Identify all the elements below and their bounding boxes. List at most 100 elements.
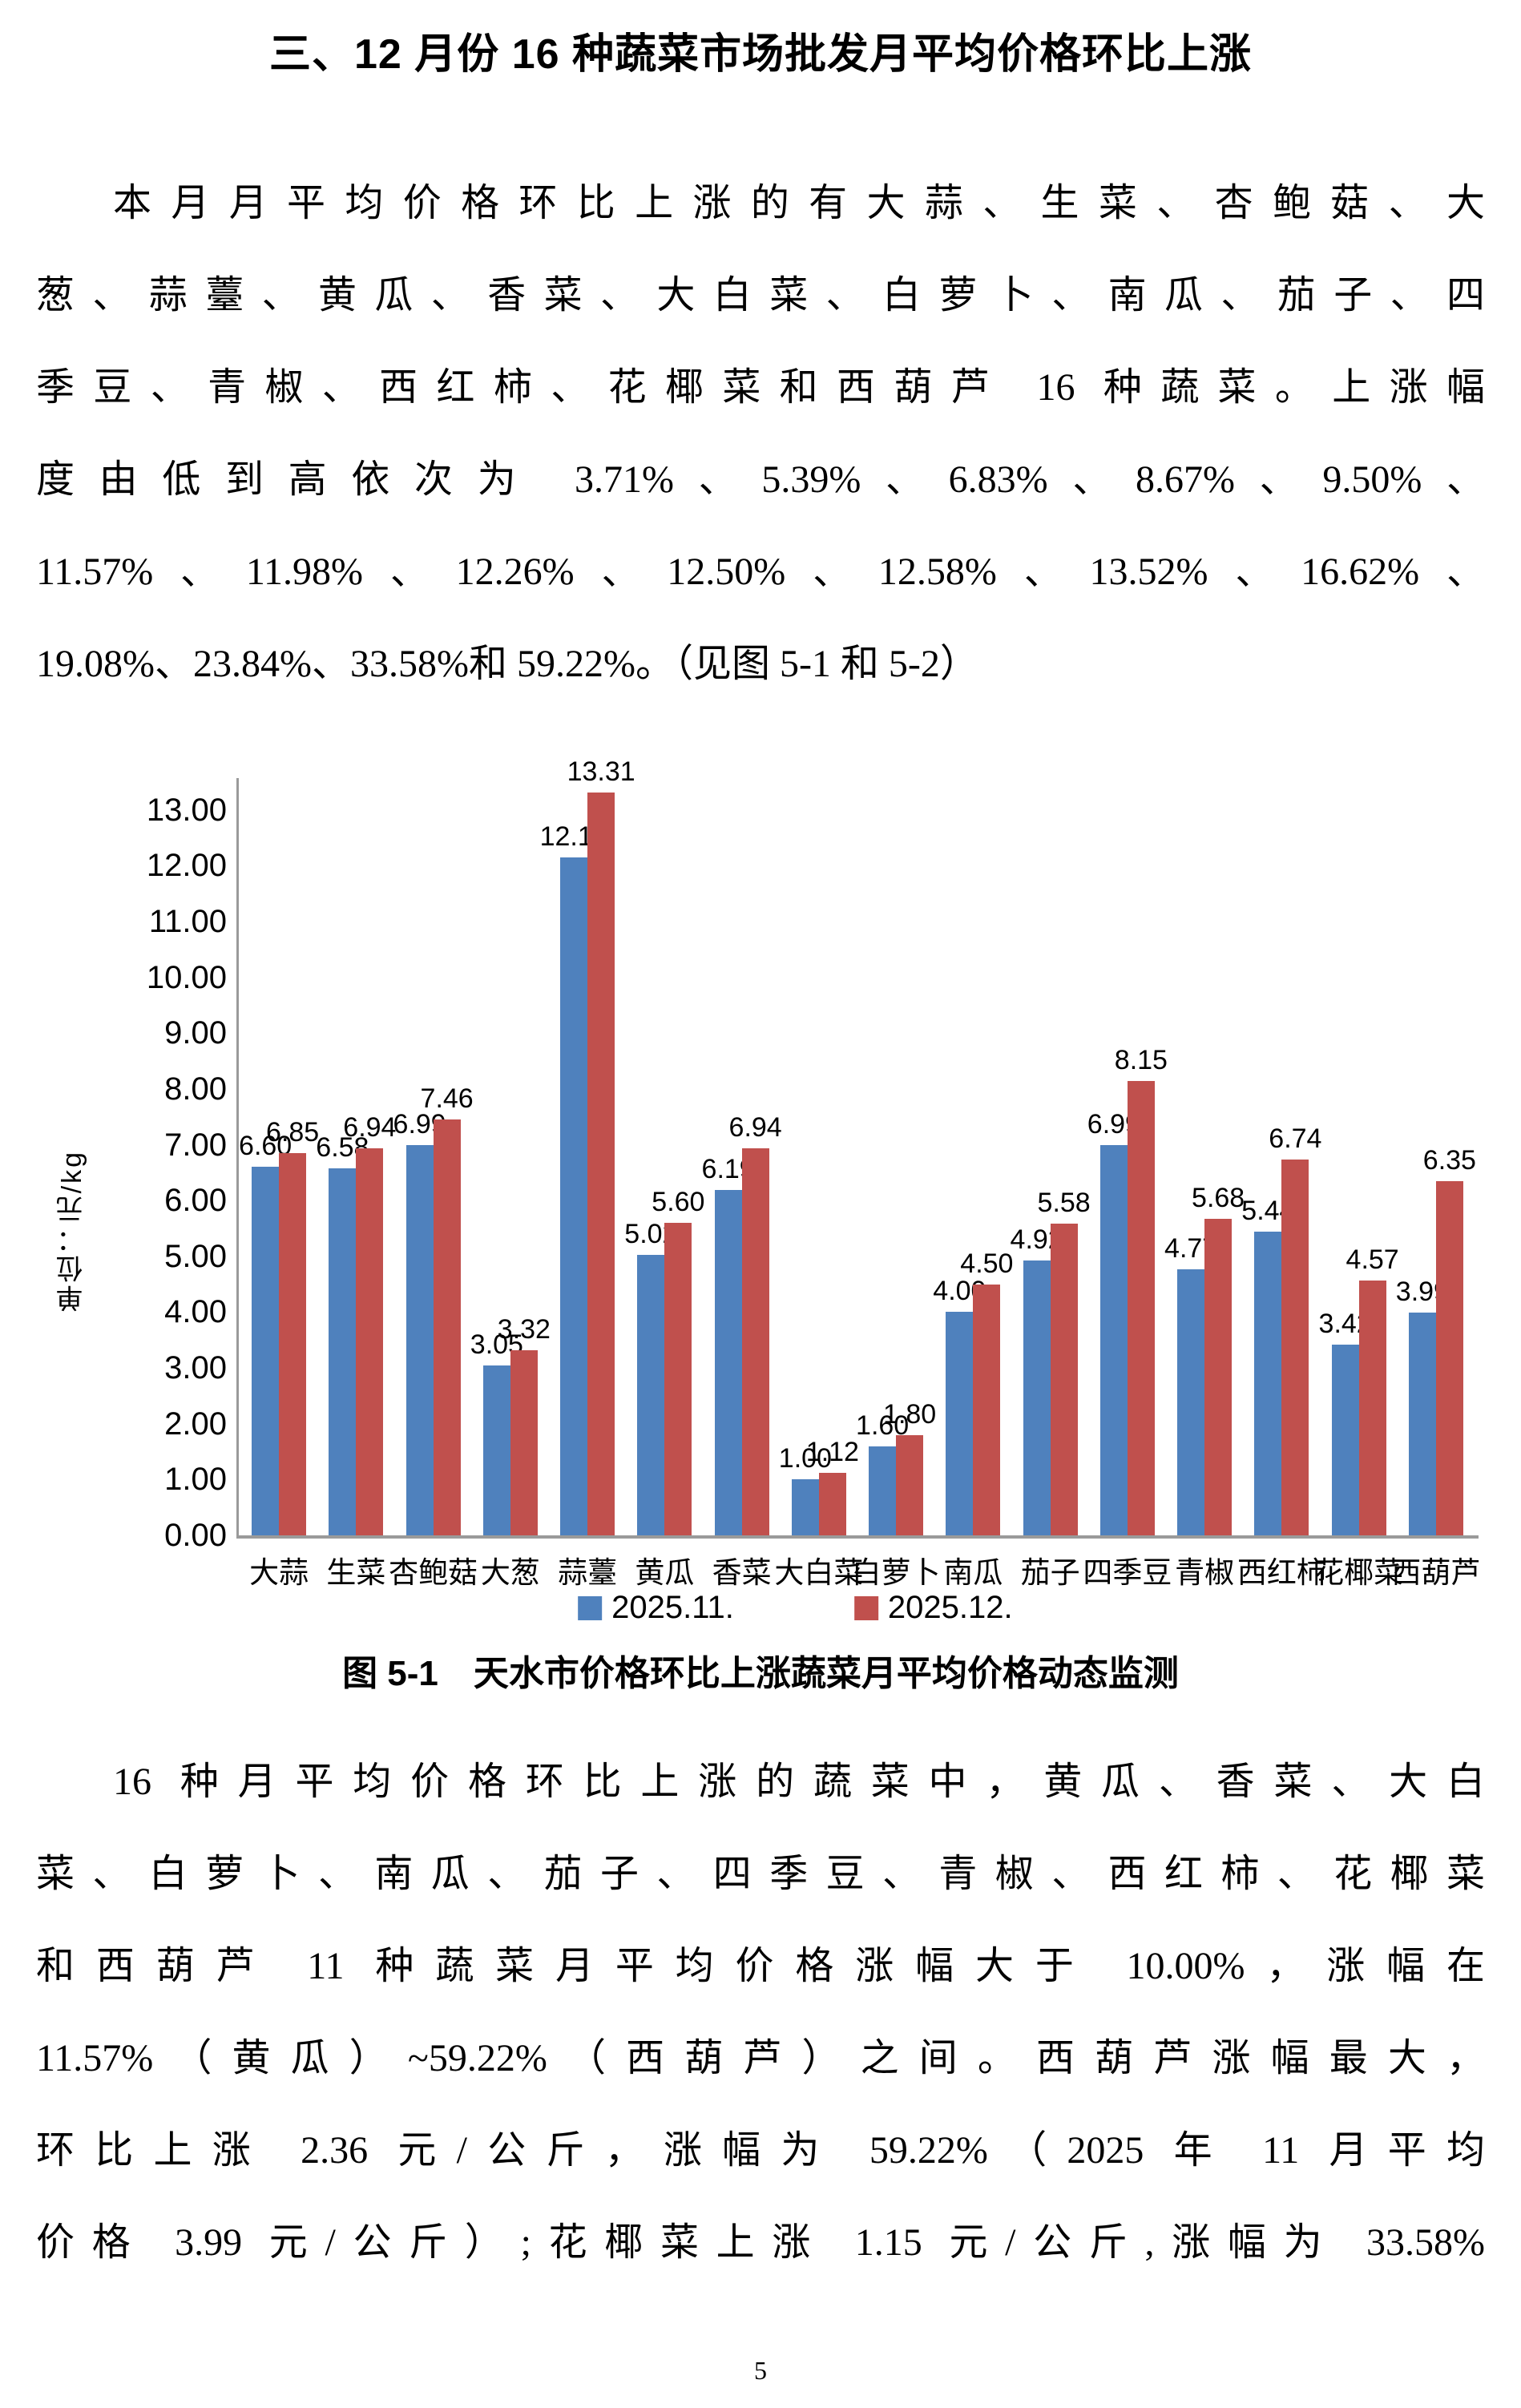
bar bbox=[1204, 1218, 1233, 1535]
bar-value-label: 5.68 bbox=[1192, 1182, 1245, 1213]
bar bbox=[973, 1284, 1001, 1535]
paragraph-1-line: 11.57%、11.98%、12.26%、12.50%、12.58%、13.52… bbox=[36, 551, 1485, 593]
bar-value-label: 1.00 bbox=[778, 1443, 832, 1474]
bar bbox=[1435, 1180, 1463, 1535]
bar bbox=[1331, 1344, 1359, 1535]
bar-value-label: 4.57 bbox=[1346, 1244, 1399, 1275]
bar bbox=[405, 1145, 434, 1535]
x-axis-label: 西葫芦 bbox=[1391, 1556, 1481, 1589]
bar bbox=[1127, 1080, 1155, 1535]
bar bbox=[946, 1312, 974, 1535]
x-axis-label: 生菜 bbox=[326, 1556, 386, 1589]
bar bbox=[1099, 1145, 1128, 1535]
bar bbox=[252, 1167, 280, 1535]
bar bbox=[279, 1153, 307, 1535]
bar-value-label: 4.50 bbox=[960, 1248, 1014, 1279]
paragraph-2-line: 菜、白萝卜、南瓜、茄子、四季豆、青椒、西红柿、花椰菜 bbox=[36, 1853, 1485, 1895]
bar bbox=[791, 1479, 819, 1535]
bar bbox=[433, 1119, 461, 1535]
paragraph-1-line: 19.08%、23.84%、33.58%和 59.22%。（见图 5-1 和 5… bbox=[36, 643, 978, 685]
bar-value-label: 6.74 bbox=[1269, 1123, 1322, 1154]
bar-value-label: 1.80 bbox=[883, 1398, 937, 1430]
bar-value-label: 7.46 bbox=[420, 1083, 474, 1114]
paragraph-2-line: 环比上涨 2.36 元/公斤，涨幅为 59.22%（2025 年 11 月平均 bbox=[36, 2129, 1485, 2172]
x-axis-label: 南瓜 bbox=[943, 1556, 1003, 1589]
y-tick-label: 10.00 bbox=[146, 959, 227, 995]
chart-legend: 2025.11. 2025.12. bbox=[578, 1590, 1013, 1626]
paragraph-1-line: 度由低到高依次为 3.71%、5.39%、6.83%、8.67%、9.50%、 bbox=[36, 458, 1485, 501]
y-tick-label: 3.00 bbox=[164, 1350, 227, 1386]
x-axis-label: 黄瓜 bbox=[635, 1556, 695, 1589]
bar bbox=[741, 1148, 769, 1535]
y-tick-label: 13.00 bbox=[146, 792, 227, 828]
y-tick-label: 12.00 bbox=[146, 848, 227, 884]
y-tick-label: 1.00 bbox=[164, 1462, 227, 1498]
y-tick-label: 4.00 bbox=[164, 1294, 227, 1330]
y-tick-label: 2.00 bbox=[164, 1406, 227, 1442]
x-axis-label: 白萝卜 bbox=[851, 1556, 941, 1589]
bar bbox=[1408, 1313, 1436, 1535]
bar-value-label: 6.94 bbox=[728, 1111, 782, 1143]
paragraph-2: 16 种月平均价格环比上涨的蔬菜中，黄瓜、香菜、大白 菜、白萝卜、南瓜、茄子、四… bbox=[36, 1736, 1485, 2289]
plot-area: 6.60 6.85 6.58 6.94 6.99 7.46 3.05 3.32 12.15 13.… bbox=[239, 756, 1476, 1535]
bar bbox=[664, 1223, 692, 1535]
legend-item: 2025.12. bbox=[853, 1590, 1013, 1626]
bar-value-label: 8.15 bbox=[1114, 1044, 1168, 1075]
y-axis-line bbox=[236, 778, 239, 1539]
vegetable-price-bar-chart: 单位：元/kg 6.60 6.85 6.58 6.94 6.99 7.46 3.05 3.32… bbox=[36, 734, 1485, 1632]
legend-swatch-icon bbox=[578, 1595, 603, 1620]
x-axis-label: 茄子 bbox=[1020, 1556, 1080, 1589]
x-axis-label: 香菜 bbox=[712, 1556, 772, 1589]
bar bbox=[1358, 1280, 1386, 1535]
bar bbox=[637, 1255, 665, 1535]
x-axis-line bbox=[236, 1535, 1479, 1539]
bar bbox=[356, 1148, 384, 1535]
paragraph-2-line: 价格 3.99 元/公斤）;花椰菜上涨 1.15 元/公斤,涨幅为 33.58% bbox=[36, 2221, 1485, 2264]
paragraph-1-line: 葱、蒜薹、黄瓜、香菜、大白菜、白萝卜、南瓜、茄子、四 bbox=[36, 274, 1485, 317]
bar-value-label: 5.58 bbox=[1037, 1188, 1091, 1219]
page-title: 三、12 月份 16 种蔬菜市场批发月平均价格环比上涨 bbox=[268, 31, 1253, 78]
x-axis-label: 大白菜 bbox=[774, 1556, 864, 1589]
bar bbox=[869, 1446, 897, 1535]
paragraph-2-line: 11.57%（黄瓜）~59.22%（西葫芦）之间。西葫芦涨幅最大， bbox=[36, 2037, 1485, 2079]
legend-label: 2025.11. bbox=[611, 1590, 734, 1625]
y-tick-label: 6.00 bbox=[164, 1183, 227, 1219]
bar bbox=[1281, 1159, 1309, 1535]
bar-value-label: 5.60 bbox=[652, 1187, 705, 1218]
figure-5-1: 单位：元/kg 6.60 6.85 6.58 6.94 6.99 7.46 3.05 3.32… bbox=[36, 734, 1485, 1696]
x-axis-label: 大蒜 bbox=[249, 1556, 309, 1589]
paragraph-2-line: 16 种月平均价格环比上涨的蔬菜中，黄瓜、香菜、大白 bbox=[113, 1761, 1485, 1803]
bar bbox=[1254, 1232, 1282, 1535]
bar bbox=[587, 793, 615, 1535]
bar-value-label: 6.85 bbox=[266, 1117, 320, 1148]
y-axis-title: 单位：元/kg bbox=[56, 1149, 87, 1313]
paragraph-1-line: 本月月平均价格环比上涨的有大蒜、生菜、杏鲍菇、大 bbox=[113, 182, 1485, 224]
bar-value-label: 13.31 bbox=[567, 756, 635, 788]
paragraph-2-line: 和西葫芦 11 种蔬菜月平均价格涨幅大于 10.00%，涨幅在 bbox=[36, 1945, 1485, 1987]
page-number: 5 bbox=[754, 2356, 767, 2385]
bar bbox=[714, 1190, 742, 1535]
x-axis-label: 四季豆 bbox=[1083, 1556, 1172, 1589]
x-axis-label: 西红柿 bbox=[1237, 1556, 1326, 1589]
bar-value-label: 1.12 bbox=[805, 1437, 859, 1467]
x-axis-label: 青椒 bbox=[1175, 1556, 1235, 1589]
y-tick-label: 11.00 bbox=[148, 904, 227, 940]
bar bbox=[482, 1365, 510, 1535]
bar bbox=[1050, 1224, 1078, 1535]
paragraph-1-line: 季豆、青椒、西红柿、花椰菜和西葫芦 16 种蔬菜。上涨幅 bbox=[36, 366, 1485, 409]
legend-label: 2025.12. bbox=[887, 1590, 1013, 1625]
y-tick-label: 0.00 bbox=[164, 1518, 227, 1553]
bar bbox=[329, 1168, 357, 1535]
bar bbox=[1023, 1260, 1051, 1535]
paragraph-1: 本月月平均价格环比上涨的有大蒜、生菜、杏鲍菇、大 葱、蒜薹、黄瓜、香菜、大白菜、… bbox=[36, 157, 1485, 710]
legend-swatch-icon bbox=[853, 1595, 878, 1620]
y-tick-label: 7.00 bbox=[164, 1127, 227, 1163]
bar bbox=[896, 1434, 924, 1535]
bar-value-label: 6.35 bbox=[1422, 1144, 1476, 1176]
x-axis-label: 蒜薹 bbox=[558, 1556, 618, 1589]
bar bbox=[510, 1349, 538, 1535]
legend-item: 2025.11. bbox=[578, 1590, 734, 1626]
x-axis-label: 花椰菜 bbox=[1314, 1556, 1404, 1589]
bar bbox=[818, 1473, 846, 1535]
